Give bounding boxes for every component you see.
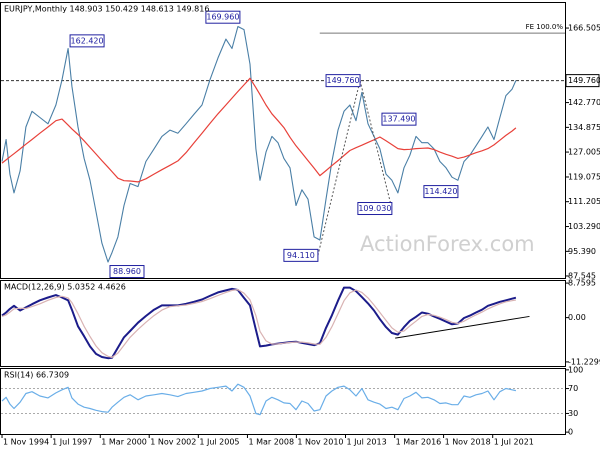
annotation-label: 137.490	[382, 115, 415, 124]
annotation-label: 149.760	[327, 76, 360, 85]
y-tick-label: 134.875	[568, 123, 600, 132]
x-tick-label: 1 Jul 2005	[199, 438, 239, 447]
y-tick-label: 119.075	[568, 172, 600, 181]
annotation-box	[423, 185, 459, 199]
annotation-box	[381, 112, 417, 126]
x-tick-label: 1 Mar 2008	[248, 438, 294, 447]
annotation-label: 114.420	[424, 187, 457, 196]
y-tick-label: 0.00	[568, 313, 586, 322]
y-tick-label: 111.205	[568, 197, 600, 206]
y-tick-label: 87.545	[568, 271, 596, 280]
annotation-box	[69, 34, 105, 48]
panel-frame	[0, 280, 566, 367]
y-tick-label: 8.7595	[568, 279, 596, 288]
annotation-box	[109, 265, 145, 279]
panel-frame	[0, 2, 566, 279]
series-line	[1, 383, 517, 416]
annotation-box	[205, 10, 241, 24]
y-tick-label: 100	[568, 365, 583, 374]
current-price-box	[565, 74, 600, 88]
panel-frame	[0, 368, 566, 435]
annotation-label: 88.960	[113, 267, 141, 276]
wave-line	[317, 80, 361, 256]
x-tick-label: 1 Jul 2013	[347, 438, 387, 447]
y-tick-label: 0	[568, 428, 573, 437]
y-tick-label: 127.005	[568, 148, 600, 157]
x-tick-label: 1 Mar 2016	[396, 438, 442, 447]
y-tick-label: 95.390	[568, 247, 596, 256]
annotation-label: 169.960	[206, 13, 239, 22]
panel-title: MACD(12,26,9) 5.0352 4.4626	[4, 283, 126, 292]
annotation-box	[283, 248, 319, 262]
series-line	[1, 77, 517, 183]
x-tick-label: 1 Nov 2018	[445, 438, 491, 447]
watermark: ActionForex.com	[360, 232, 535, 256]
panel-title: EURJPY,Monthly 148.903 150.429 148.613 1…	[4, 5, 209, 14]
x-tick-label: 1 Nov 1994	[3, 438, 49, 447]
current-price-label: 149.760	[568, 76, 600, 85]
fe-label: FE 100.0%	[526, 23, 564, 31]
series-line	[1, 289, 517, 358]
trendline	[395, 315, 530, 339]
y-tick-label: -11.2299	[568, 357, 600, 366]
y-tick-label: 70	[568, 384, 578, 393]
annotation-label: 109.030	[358, 204, 391, 213]
x-tick-label: 1 Jul 2021	[494, 438, 534, 447]
series-line	[1, 25, 517, 263]
series-line	[1, 286, 517, 360]
panel-title: RSI(14) 66.7309	[4, 371, 69, 380]
wave-line	[359, 80, 393, 209]
x-tick-label: 1 Mar 2000	[101, 438, 147, 447]
annotation-label: 162.420	[71, 36, 104, 45]
y-tick-label: 142.770	[568, 98, 600, 107]
annotation-box	[325, 74, 361, 88]
y-tick-label: 103.290	[568, 222, 600, 231]
y-tick-label: 166.505	[568, 24, 600, 33]
x-tick-label: 1 Jul 1997	[52, 438, 92, 447]
annotation-label: 94.110	[287, 251, 315, 260]
annotation-box	[357, 202, 393, 216]
x-tick-label: 1 Nov 2010	[297, 438, 343, 447]
x-tick-label: 1 Nov 2002	[150, 438, 196, 447]
y-tick-label: 30	[568, 409, 578, 418]
